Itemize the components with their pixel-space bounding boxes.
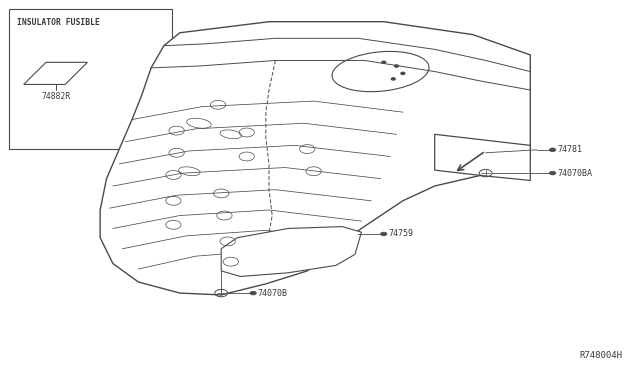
Polygon shape [100,22,531,295]
Circle shape [250,291,256,295]
Circle shape [549,171,556,175]
Text: 74070B: 74070B [257,289,287,298]
Circle shape [392,78,395,80]
Circle shape [401,72,404,74]
Circle shape [549,148,556,152]
Text: R748004H: R748004H [580,350,623,359]
Text: 74781: 74781 [557,145,582,154]
Polygon shape [221,227,362,276]
Circle shape [382,61,386,63]
Circle shape [394,65,398,67]
Circle shape [381,232,387,236]
Polygon shape [435,134,531,180]
Bar [9,9,172,149]
Text: 74759: 74759 [388,230,413,238]
Text: 74070BA: 74070BA [557,169,592,177]
Text: INSULATOR FUSIBLE: INSULATOR FUSIBLE [17,18,100,27]
Text: 74882R: 74882R [41,92,70,101]
